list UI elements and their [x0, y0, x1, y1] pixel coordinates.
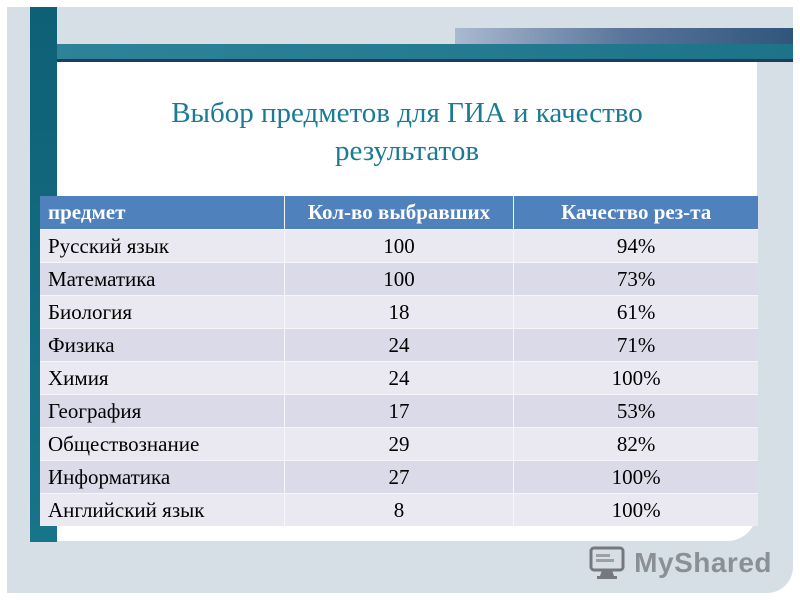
cell-quality: 53% — [513, 394, 758, 428]
slide-title-line2: результатов — [334, 135, 480, 167]
cell-subject: География — [40, 394, 285, 428]
myshared-watermark: MyShared — [588, 546, 772, 580]
cell-quality: 100% — [513, 493, 758, 526]
table-row: Английский язык 8 100% — [40, 493, 758, 526]
table-row: География 17 53% — [40, 394, 758, 428]
cell-subject: Математика — [40, 262, 285, 296]
header-subject: предмет — [40, 196, 285, 230]
cell-count: 24 — [283, 361, 514, 395]
top-blue-stripe — [455, 28, 793, 44]
table-row: Обществознание 29 82% — [40, 427, 758, 461]
cell-subject: Английский язык — [40, 493, 285, 526]
top-navy-line — [57, 59, 793, 62]
cell-subject: Биология — [40, 295, 285, 329]
cell-subject: Физика — [40, 328, 285, 362]
cell-quality: 71% — [513, 328, 758, 362]
table-row: Биология 18 61% — [40, 295, 758, 329]
table-row: Русский язык 100 94% — [40, 229, 758, 263]
watermark-text: MyShared — [634, 547, 772, 578]
table-row: Физика 24 71% — [40, 328, 758, 362]
cell-subject: Обществознание — [40, 427, 285, 461]
cell-count: 29 — [283, 427, 514, 461]
header-quality: Качество рез-та — [513, 196, 758, 230]
cell-quality: 94% — [513, 229, 758, 263]
table-row: Химия 24 100% — [40, 361, 758, 395]
cell-quality: 73% — [513, 262, 758, 296]
cell-count: 17 — [283, 394, 514, 428]
cell-quality: 100% — [513, 460, 758, 494]
subjects-table: предмет Кол-во выбравших Качество рез-та… — [40, 196, 758, 526]
table-row: Математика 100 73% — [40, 262, 758, 296]
cell-count: 27 — [283, 460, 514, 494]
slide-title: Выбор предметов для ГИА и качество резуль… — [57, 94, 757, 170]
cell-subject: Русский язык — [40, 229, 285, 263]
cell-count: 100 — [283, 262, 514, 296]
cell-quality: 100% — [513, 361, 758, 395]
table-header-row: предмет Кол-во выбравших Качество рез-та — [40, 196, 758, 230]
slide-title-line1: Выбор предметов для ГИА и качество — [171, 97, 643, 129]
cell-subject: Информатика — [40, 460, 285, 494]
cell-count: 8 — [283, 493, 514, 526]
cell-count: 18 — [283, 295, 514, 329]
cell-quality: 61% — [513, 295, 758, 329]
monitor-icon — [589, 546, 625, 579]
cell-subject: Химия — [40, 361, 285, 395]
cell-quality: 82% — [513, 427, 758, 461]
cell-count: 100 — [283, 229, 514, 263]
cell-count: 24 — [283, 328, 514, 362]
table-row: Информатика 27 100% — [40, 460, 758, 494]
header-count: Кол-во выбравших — [283, 196, 514, 230]
top-teal-stripe — [57, 44, 793, 59]
